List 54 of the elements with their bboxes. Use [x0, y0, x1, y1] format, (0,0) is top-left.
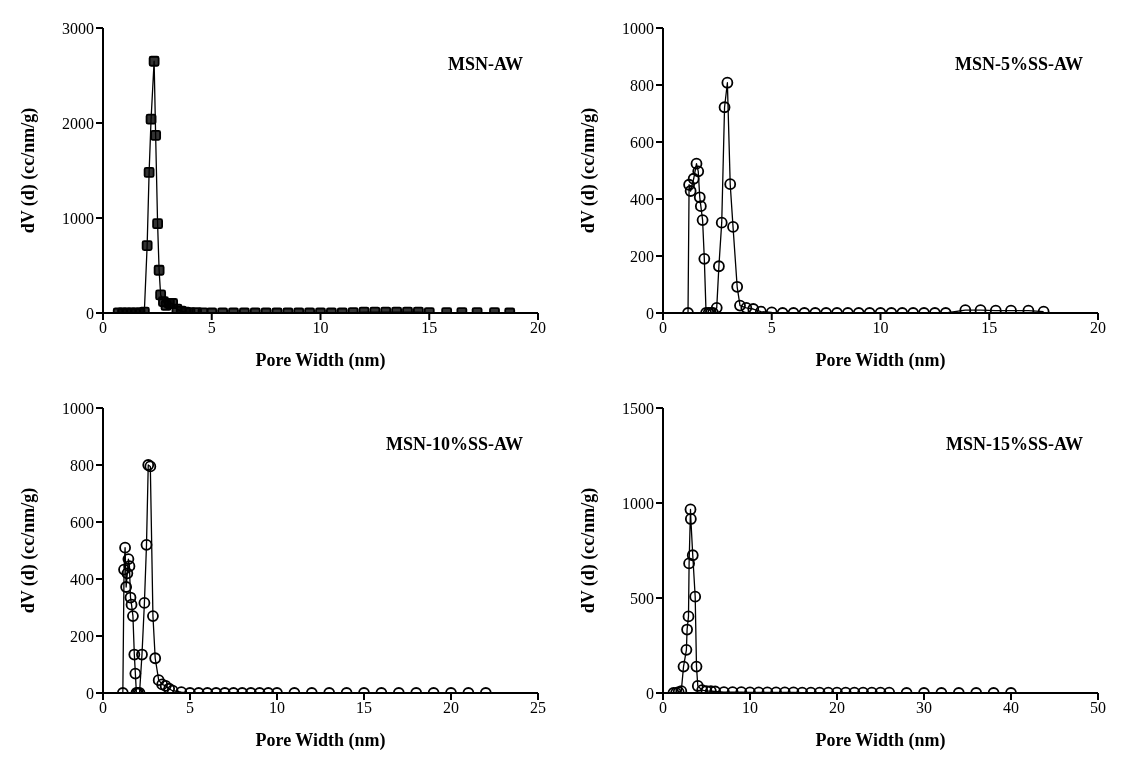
text: MSN-15%SS-AW [945, 434, 1083, 454]
y-tick-label: 400 [630, 190, 654, 208]
x-tick-label: 5 [207, 319, 216, 337]
y-tick-label: 200 [630, 247, 654, 265]
y-tick-label: 1000 [62, 209, 94, 227]
x-tick-label: 0 [99, 319, 107, 337]
y-tick-label: 0 [646, 684, 654, 702]
x-tick-label: 15 [356, 699, 372, 717]
x-tick-label: 10 [742, 699, 758, 717]
x-tick-label: 50 [1090, 699, 1106, 717]
x-tick-label: 30 [916, 699, 932, 717]
x-tick-label: 5 [767, 319, 776, 337]
y-tick-label: 600 [630, 133, 654, 151]
y-tick-label: 0 [86, 304, 94, 322]
y-tick-label: 400 [70, 570, 94, 588]
x-tick-label: 10 [269, 699, 285, 717]
y-tick-label: 1000 [622, 19, 654, 37]
y-tick-label: 0 [86, 684, 94, 702]
text: MSN-10%SS-AW [385, 434, 523, 454]
x-tick-label: 10 [872, 319, 889, 337]
x-axis-title: Pore Width (nm) [255, 350, 386, 371]
x-tick-label: 0 [659, 319, 667, 337]
x-tick-label: 0 [659, 699, 667, 717]
y-tick-label: 1500 [622, 399, 654, 417]
x-axis-title: Pore Width (nm) [815, 730, 946, 751]
y-tick-label: 2000 [62, 114, 94, 132]
y-tick-label: 1000 [622, 494, 654, 512]
x-tick-label: 25 [530, 699, 546, 717]
y-tick-label: 500 [630, 589, 654, 607]
x-axis-title: Pore Width (nm) [255, 730, 386, 751]
y-tick-label: 800 [70, 456, 94, 474]
y-tick-label: 3000 [62, 19, 94, 37]
y-axis-title: dV (d) (cc/nm/g) [578, 487, 600, 614]
x-tick-label: 10 [312, 319, 329, 337]
x-tick-label: 40 [1003, 699, 1019, 717]
y-axis-title: dV (d) (cc/nm/g) [18, 487, 40, 614]
text: MSN-5%SS-AW [954, 54, 1083, 74]
x-tick-label: 20 [443, 699, 459, 717]
x-axis-title: Pore Width (nm) [815, 350, 946, 371]
x-tick-label: 5 [186, 699, 194, 717]
x-tick-label: 0 [99, 699, 107, 717]
x-tick-label: 15 [421, 319, 438, 337]
x-tick-label: 20 [829, 699, 845, 717]
y-tick-label: 1000 [62, 399, 94, 417]
x-tick-label: 15 [981, 319, 998, 337]
y-tick-label: 600 [70, 513, 94, 531]
x-tick-label: 20 [530, 319, 546, 337]
x-tick-label: 20 [1090, 319, 1106, 337]
y-axis-title: dV (d) (cc/nm/g) [578, 107, 600, 234]
y-axis-title: dV (d) (cc/nm/g) [18, 107, 40, 234]
text: MSN-AW [448, 54, 523, 74]
y-tick-label: 0 [646, 304, 654, 322]
y-tick-label: 200 [70, 627, 94, 645]
y-tick-label: 800 [630, 76, 654, 94]
